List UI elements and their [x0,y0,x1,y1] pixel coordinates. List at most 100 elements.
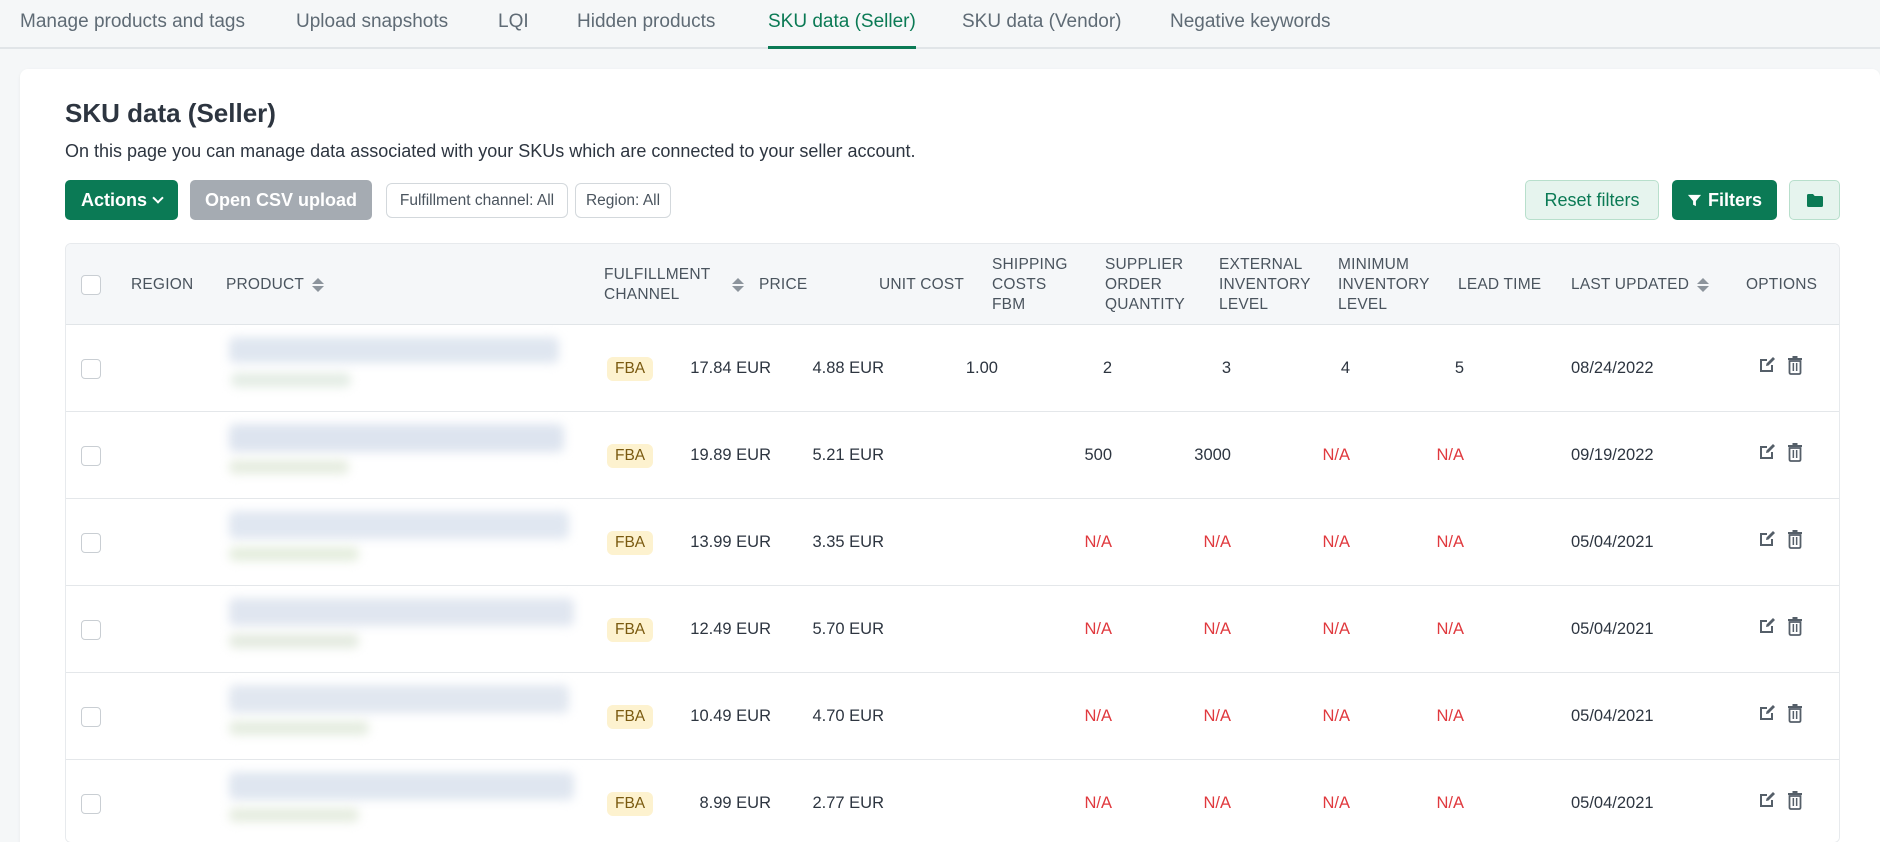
row-checkbox[interactable] [81,532,101,553]
col-shipping-costs-fbm[interactable]: SHIPPING COSTS FBM [992,255,1068,313]
trash-icon[interactable] [1786,355,1808,377]
cell-price: 13.99 EUR [690,533,771,551]
edit-icon[interactable] [1757,790,1779,812]
cell-unit-cost: 4.88 EUR [812,359,884,377]
cell-min: N/A [1322,794,1350,812]
table-row: FBA 10.49 EUR 4.70 EUR N/A N/A N/A N/A 05/04/20… [66,673,1839,760]
sku-table: REGION PRODUCT FULFILLMENT CHANNEL PRICE… [65,243,1840,842]
fulfillment-channel-badge: FBA [607,443,654,468]
trash-icon[interactable] [1786,529,1808,551]
cell-lead: N/A [1436,533,1464,551]
blurred-product-info [229,460,349,474]
col-region[interactable]: REGION [131,275,194,293]
blurred-product-info [229,634,359,648]
col-external-inventory-level[interactable]: EXTERNAL INVENTORY LEVEL [1219,255,1311,313]
edit-icon[interactable] [1757,355,1779,377]
cell-unit-cost: 4.70 EUR [812,707,884,725]
cell-ext: N/A [1203,707,1231,725]
col-options: OPTIONS [1746,275,1818,293]
col-product-label: PRODUCT [226,275,305,293]
filters-button-label: Filters [1707,189,1763,210]
col-last-updated[interactable]: LAST UPDATED [1571,244,1710,325]
row-select-cell [81,586,101,673]
row-checkbox[interactable] [81,706,101,727]
row-select-cell [81,673,101,760]
folder-icon [1806,193,1823,207]
cell-soq: N/A [1084,533,1112,551]
blurred-product-info [229,337,559,363]
blurred-product-info [229,547,359,561]
row-select-cell [81,760,101,842]
col-product[interactable]: PRODUCT [226,244,325,325]
col-supplier-order-quantity[interactable]: SUPPLIER ORDER QUANTITY [1105,255,1185,313]
actions-button[interactable]: Actions [65,180,178,220]
col-unit-cost[interactable]: UNIT COST [879,275,965,293]
cell-last-updated: 05/04/2021 [1571,794,1654,812]
sort-icon [732,277,744,292]
fulfillment-channel-badge: FBA [607,530,654,555]
tab-bar: Manage products and tags Upload snapshot… [0,0,1880,49]
row-select-cell [81,499,101,586]
tab-sku-data-vendor[interactable]: SKU data (Vendor) [962,11,1122,32]
row-checkbox[interactable] [81,358,101,379]
trash-icon[interactable] [1786,616,1808,638]
cell-min: N/A [1322,446,1350,464]
edit-icon[interactable] [1757,703,1779,725]
blurred-product-info [229,721,369,735]
col-lead-time[interactable]: LEAD TIME [1458,275,1542,293]
table-row: FBA 17.84 EUR 4.88 EUR 1.00 2 3 4 5 08/24/2022 [66,325,1839,412]
edit-icon[interactable] [1757,442,1779,464]
cell-lead: N/A [1436,794,1464,812]
tab-hidden-products[interactable]: Hidden products [577,11,716,32]
select-all-checkbox[interactable] [81,274,101,295]
cell-soq: N/A [1084,794,1112,812]
cell-unit-cost: 5.21 EUR [812,446,884,464]
trash-icon[interactable] [1786,790,1808,812]
cell-soq: N/A [1084,707,1112,725]
row-checkbox[interactable] [81,619,101,640]
tab-negative-keywords[interactable]: Negative keywords [1170,11,1331,32]
edit-icon[interactable] [1757,529,1779,551]
cell-price: 19.89 EUR [690,446,771,464]
tab-sku-data-seller[interactable]: SKU data (Seller) [768,11,916,49]
blurred-product-info [229,424,564,452]
cell-ext: N/A [1203,620,1231,638]
cell-lead: N/A [1436,620,1464,638]
trash-icon[interactable] [1786,703,1808,725]
sort-icon [312,277,325,292]
fulfillment-channel-cell: FBA [607,673,654,760]
col-fulfillment-channel-label: FULFILLMENT CHANNEL [604,265,711,303]
tab-upload-snapshots[interactable]: Upload snapshots [296,11,449,32]
cell-last-updated: 08/24/2022 [1571,359,1654,377]
tab-manage-products[interactable]: Manage products and tags [20,11,245,32]
row-checkbox[interactable] [81,793,101,814]
sort-icon [1697,277,1710,292]
cell-ext: 3 [1221,359,1231,377]
reset-filters-button[interactable]: Reset filters [1525,180,1659,220]
col-fulfillment-channel[interactable]: FULFILLMENT CHANNEL [604,244,744,325]
blurred-product-info [231,373,351,387]
cell-min: N/A [1322,620,1350,638]
region-filter-chip[interactable]: Region: All [575,183,671,218]
col-minimum-inventory-level[interactable]: MINIMUM INVENTORY LEVEL [1338,255,1430,313]
trash-icon[interactable] [1786,442,1808,464]
tab-lqi[interactable]: LQI [498,11,529,32]
open-csv-upload-button[interactable]: Open CSV upload [190,180,372,220]
blurred-product-info [229,772,574,800]
table-row: FBA 8.99 EUR 2.77 EUR N/A N/A N/A N/A 05/04/202… [66,760,1839,842]
fulfillment-channel-cell: FBA [607,412,654,499]
folder-button[interactable] [1789,180,1840,220]
edit-icon[interactable] [1757,616,1779,638]
row-checkbox[interactable] [81,445,101,466]
page-title: SKU data (Seller) [65,98,276,128]
fulfillment-channel-badge: FBA [607,356,654,381]
blurred-product-info [229,685,569,713]
cell-lead: 5 [1454,359,1464,377]
blurred-product-info [229,511,569,539]
fulfillment-channel-filter-chip[interactable]: Fulfillment channel: All [386,183,568,218]
filters-button[interactable]: Filters [1672,180,1777,220]
col-price[interactable]: PRICE [759,275,808,293]
blurred-product-info [229,808,359,822]
cell-soq: N/A [1084,620,1112,638]
actions-button-label: Actions [80,189,147,210]
